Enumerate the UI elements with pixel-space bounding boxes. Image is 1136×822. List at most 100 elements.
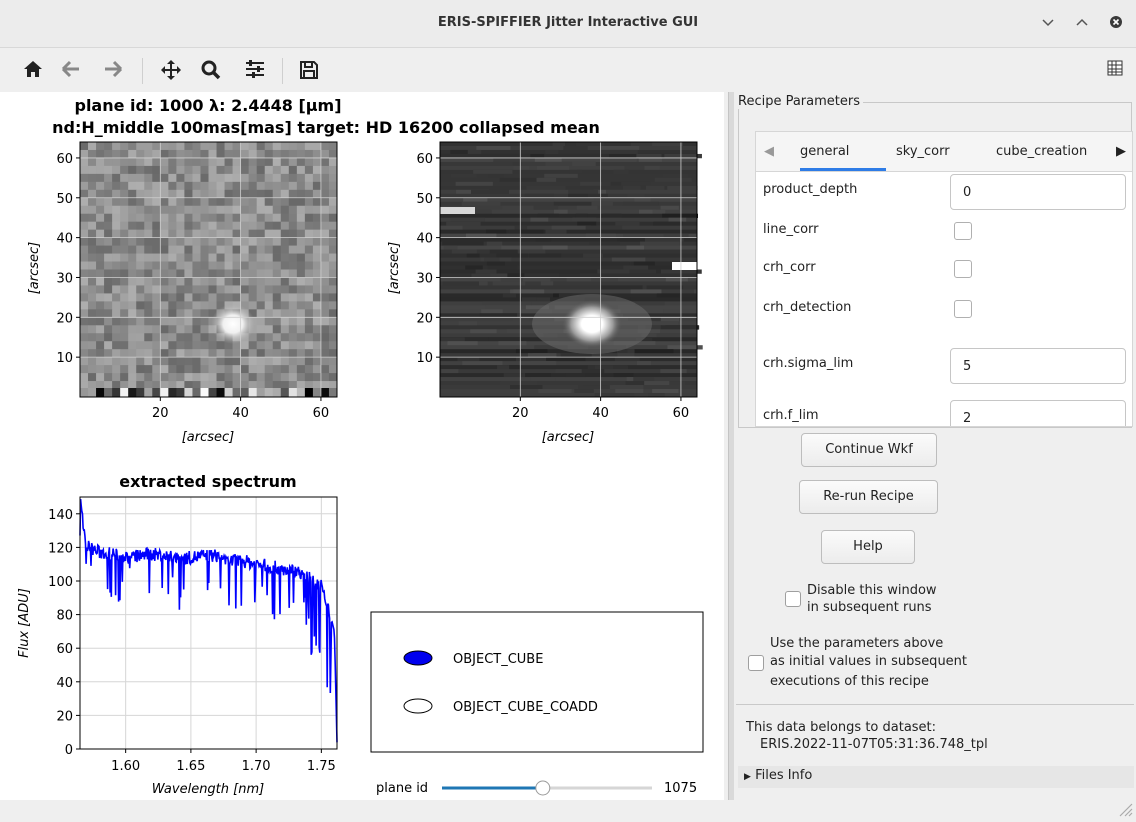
image-pixel xyxy=(160,269,169,278)
image-pixel xyxy=(160,277,169,286)
image-pixel xyxy=(120,325,129,334)
close-icon[interactable] xyxy=(1104,12,1128,36)
image-pixel xyxy=(328,197,338,207)
files-info-expander[interactable]: ▶ Files Info xyxy=(738,766,1134,788)
tab-cube-creation[interactable]: cube_creation xyxy=(996,144,1088,159)
image-pixel xyxy=(667,185,698,191)
slider-handle[interactable] xyxy=(535,780,551,796)
line-corr-checkbox[interactable] xyxy=(954,222,972,240)
image-pixel xyxy=(128,261,137,270)
image-pixel xyxy=(168,349,177,358)
image-pixel xyxy=(120,237,129,246)
image-pixel xyxy=(464,337,495,342)
help-button[interactable]: Help xyxy=(821,530,915,564)
maximize-icon[interactable] xyxy=(1070,12,1094,36)
image-pixel xyxy=(328,269,338,278)
crh-detection-checkbox[interactable] xyxy=(954,300,972,318)
product-depth-input[interactable] xyxy=(950,174,1126,210)
image-pixel xyxy=(224,157,233,167)
crh-corr-checkbox[interactable] xyxy=(954,260,972,278)
image-pixel xyxy=(446,221,481,226)
back-arrow-icon[interactable] xyxy=(56,56,86,84)
image-pixel xyxy=(176,189,185,199)
minimize-icon[interactable] xyxy=(1036,12,1060,36)
image-pixel xyxy=(104,237,113,246)
image-pixel xyxy=(248,388,257,397)
image-pixel xyxy=(128,165,137,175)
legend-item-object-cube-coadd[interactable]: OBJECT_CUBE_COADD xyxy=(403,698,598,715)
image-pixel xyxy=(168,213,177,222)
subplots-config-icon[interactable] xyxy=(240,56,270,84)
image-pixel xyxy=(617,237,658,242)
image-pixel xyxy=(536,165,570,171)
image-pixel xyxy=(304,149,314,159)
image-pixel xyxy=(304,221,314,230)
use-parameters-checkbox[interactable] xyxy=(748,655,764,671)
image-pixel xyxy=(240,189,249,199)
image-pixel xyxy=(272,205,282,215)
image-pixel xyxy=(288,277,298,286)
image-pixel xyxy=(128,181,137,191)
image-pixel xyxy=(240,269,249,278)
image-pixel xyxy=(144,245,153,254)
image-pixel xyxy=(256,333,266,342)
image-pixel xyxy=(208,269,217,278)
image-pixel xyxy=(184,181,193,191)
disable-window-checkbox[interactable] xyxy=(785,591,801,607)
image-pixel xyxy=(457,357,480,362)
image-pixel xyxy=(192,381,201,390)
image-pixel xyxy=(487,265,518,270)
image-pixel xyxy=(272,197,282,207)
image-pixel xyxy=(136,277,145,286)
radio-empty-icon[interactable] xyxy=(403,698,433,714)
customize-icon[interactable] xyxy=(1100,56,1130,84)
image-pixel xyxy=(88,349,97,358)
image-pixel xyxy=(184,285,193,294)
image-pixel xyxy=(168,221,177,230)
crh-sigma-lim-input[interactable] xyxy=(950,348,1126,384)
image-pixel xyxy=(120,317,129,326)
save-icon[interactable] xyxy=(294,56,324,84)
image-pixel xyxy=(296,205,306,215)
plot-canvas: plane id: 1000 λ: 2.4448 [μm] nd:H_middl… xyxy=(0,92,724,800)
x-tick-label: 1.60 xyxy=(111,759,140,774)
image-pixel xyxy=(96,388,105,397)
image-pixel xyxy=(492,281,526,286)
tab-general[interactable]: general xyxy=(800,144,850,159)
image-pixel xyxy=(645,185,665,191)
image-pixel xyxy=(264,325,274,334)
image-pixel xyxy=(264,269,274,278)
rerun-recipe-button[interactable]: Re-run Recipe xyxy=(799,480,938,514)
radio-filled-icon[interactable] xyxy=(403,650,433,666)
image-pixel xyxy=(184,245,193,254)
x-tick-label: 1.70 xyxy=(242,759,271,774)
crh-f-lim-input[interactable] xyxy=(950,400,1126,426)
image-pixel xyxy=(152,325,161,334)
tab-scroll-left-icon[interactable]: ◀ xyxy=(764,144,774,159)
image-pixel xyxy=(280,221,290,230)
image-pixel xyxy=(96,181,105,191)
image-pixel xyxy=(280,253,290,262)
pan-move-icon[interactable] xyxy=(156,56,186,84)
resize-grip-icon[interactable] xyxy=(1118,800,1134,818)
y-tick-label: 60 xyxy=(416,152,433,167)
panel-splitter[interactable] xyxy=(728,92,734,800)
param-label: line_corr xyxy=(763,222,819,237)
home-icon[interactable] xyxy=(18,56,48,84)
image-pixel xyxy=(256,197,266,207)
zoom-icon[interactable] xyxy=(196,56,226,84)
image-pixel xyxy=(176,197,185,207)
image-pixel xyxy=(160,253,169,262)
legend-item-object-cube[interactable]: OBJECT_CUBE xyxy=(403,650,543,667)
image-pixel xyxy=(288,381,298,390)
tab-scroll-right-icon[interactable]: ▶ xyxy=(1116,144,1126,159)
tab-sky-corr[interactable]: sky_corr xyxy=(896,144,950,159)
forward-arrow-icon[interactable] xyxy=(98,56,128,84)
y-tick-label: 50 xyxy=(416,192,433,207)
image-pixel xyxy=(168,269,177,278)
image-pixel xyxy=(248,365,257,374)
image-pixel xyxy=(160,309,169,318)
continue-workflow-button[interactable]: Continue Wkf xyxy=(801,433,937,467)
plane-id-slider[interactable]: plane id 1075 xyxy=(376,780,697,796)
image-pixel xyxy=(120,349,129,358)
